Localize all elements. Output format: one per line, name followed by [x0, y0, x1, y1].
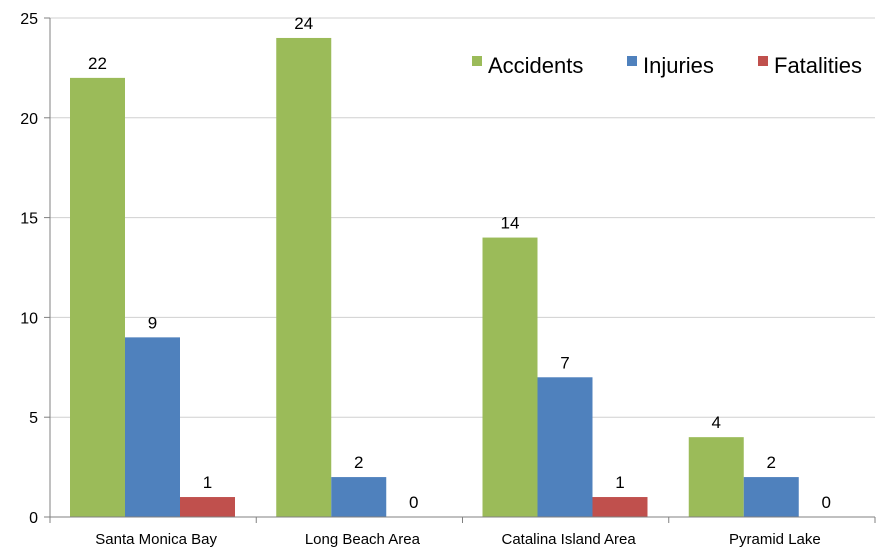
- data-label-fatalities: 0: [409, 493, 418, 512]
- x-category-label: Santa Monica Bay: [95, 531, 217, 548]
- y-tick-label: 10: [20, 310, 38, 327]
- data-label-injuries: 2: [354, 453, 363, 472]
- bar-accidents-1: [276, 37, 332, 518]
- bar-injuries-3: [743, 477, 799, 517]
- data-label-injuries: 9: [148, 313, 157, 332]
- legend-label-accidents: Accidents: [488, 53, 583, 78]
- data-label-injuries: 7: [560, 353, 569, 372]
- x-category-label: Catalina Island Area: [501, 531, 636, 548]
- legend: Accidents Injuries Fatalities: [472, 53, 862, 78]
- data-label-accidents: 4: [712, 413, 721, 432]
- data-label-fatalities: 1: [615, 473, 624, 492]
- bar-injuries-0: [125, 337, 180, 517]
- y-tick-label: 15: [20, 211, 38, 228]
- bar-fatalities-2: [592, 497, 648, 517]
- bar-accidents-3: [688, 437, 744, 517]
- legend-swatch-injuries: [627, 56, 637, 66]
- y-tick-label: 5: [29, 410, 38, 427]
- data-label-accidents: 22: [88, 54, 107, 73]
- data-label-fatalities: 1: [203, 473, 212, 492]
- gridlines: [50, 17, 875, 418]
- x-category-label: Pyramid Lake: [729, 531, 821, 548]
- y-tick-label: 25: [20, 11, 38, 28]
- legend-label-fatalities: Fatalities: [774, 53, 862, 78]
- bar-accidents-2: [482, 237, 538, 517]
- bar-accidents-0: [70, 77, 125, 517]
- bar-fatalities-0: [180, 497, 235, 517]
- data-label-fatalities: 0: [822, 493, 831, 512]
- data-label-injuries: 2: [767, 453, 776, 472]
- x-category-label: Long Beach Area: [305, 531, 421, 548]
- legend-swatch-fatalities: [758, 56, 768, 66]
- y-tick-label: 0: [29, 510, 38, 527]
- bar-injuries-1: [331, 477, 387, 517]
- y-tick-label: 20: [20, 111, 38, 128]
- bar-injuries-2: [537, 377, 593, 517]
- data-label-accidents: 24: [294, 14, 313, 33]
- legend-swatch-accidents: [472, 56, 482, 66]
- bars: [70, 37, 799, 518]
- data-label-accidents: 14: [501, 214, 520, 233]
- legend-label-injuries: Injuries: [643, 53, 714, 78]
